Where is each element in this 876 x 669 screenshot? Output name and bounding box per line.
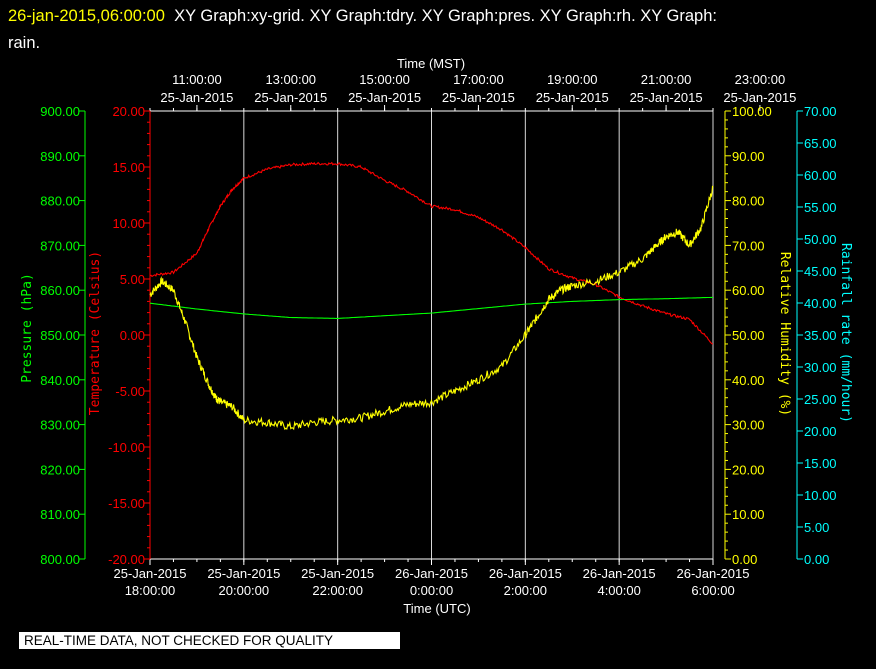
pressure-tick-label: 830.00: [40, 418, 80, 433]
rain-axis-label: Rainfall rate (mm/hour): [838, 243, 853, 423]
x-tick-label-bottom-date: 26-Jan-2015: [395, 566, 468, 581]
humidity-tick-label: 10.00: [732, 507, 765, 522]
pressure-tick-label: 860.00: [40, 283, 80, 298]
pressure-tick-label: 890.00: [40, 149, 80, 164]
quality-note: REAL-TIME DATA, NOT CHECKED FOR QUALITY: [19, 632, 400, 649]
chart-title: 26-jan-2015,06:00:00 XY Graph:xy-grid. X…: [8, 3, 868, 57]
x-tick-label-top-time: 19:00:00: [547, 72, 598, 87]
humidity-tick-label: 0.00: [732, 552, 757, 567]
humidity-series-line: [149, 185, 714, 431]
temperature-tick-label: 5.00: [120, 272, 145, 287]
x-tick-label-bottom-date: 26-Jan-2015: [677, 566, 750, 581]
temperature-axis-label: Temperature (Celsius): [88, 251, 103, 415]
rain-tick-label: 25.00: [804, 392, 837, 407]
temperature-tick-label: -15.00: [108, 496, 145, 511]
x-tick-label-top-time: 15:00:00: [359, 72, 410, 87]
rain-tick-label: 65.00: [804, 136, 837, 151]
pressure-tick-label: 870.00: [40, 238, 80, 253]
temperature-tick-label: -10.00: [108, 440, 145, 455]
x-tick-label-bottom-date: 25-Jan-2015: [114, 566, 187, 581]
top-axis-title: Time (MST): [397, 56, 465, 71]
temperature-tick-label: 15.00: [112, 160, 145, 175]
temperature-series-line: [149, 161, 714, 345]
humidity-tick-label: 80.00: [732, 194, 765, 209]
rain-tick-label: 45.00: [804, 264, 837, 279]
pressure-tick-label: 840.00: [40, 373, 80, 388]
humidity-tick-label: 40.00: [732, 373, 765, 388]
rain-tick-label: 30.00: [804, 360, 837, 375]
humidity-tick-label: 100.00: [732, 104, 772, 119]
graph-list: XY Graph:xy-grid. XY Graph:tdry. XY Grap…: [174, 7, 717, 25]
x-tick-label-bottom-date: 26-Jan-2015: [583, 566, 656, 581]
x-tick-label-top-date: 25-Jan-2015: [536, 90, 609, 105]
humidity-tick-label: 20.00: [732, 462, 765, 477]
pressure-tick-label: 880.00: [40, 194, 80, 209]
x-tick-label-bottom-time: 0:00:00: [410, 583, 453, 598]
rain-tick-label: 70.00: [804, 104, 837, 119]
temperature-tick-label: 20.00: [112, 104, 145, 119]
x-tick-label-top-time: 23:00:00: [735, 72, 786, 87]
humidity-tick-label: 60.00: [732, 283, 765, 298]
rain-tick-label: 55.00: [804, 200, 837, 215]
temperature-tick-label: -20.00: [108, 552, 145, 567]
rain-tick-label: 40.00: [804, 296, 837, 311]
x-tick-label-top-date: 25-Jan-2015: [723, 90, 796, 105]
x-tick-label-top-date: 25-Jan-2015: [630, 90, 703, 105]
humidity-tick-label: 90.00: [732, 149, 765, 164]
rain-tick-label: 35.00: [804, 328, 837, 343]
rain-tick-label: 15.00: [804, 456, 837, 471]
humidity-tick-label: 70.00: [732, 238, 765, 253]
x-tick-label-top-time: 17:00:00: [453, 72, 504, 87]
x-tick-label-bottom-date: 26-Jan-2015: [489, 566, 562, 581]
rain-tick-label: 60.00: [804, 168, 837, 183]
x-tick-label-top-date: 25-Jan-2015: [348, 90, 421, 105]
x-tick-label-bottom-time: 6:00:00: [691, 583, 734, 598]
x-tick-label-bottom-time: 4:00:00: [597, 583, 640, 598]
pressure-tick-label: 900.00: [40, 104, 80, 119]
pressure-tick-label: 850.00: [40, 328, 80, 343]
pressure-tick-label: 800.00: [40, 552, 80, 567]
x-tick-label-top-time: 21:00:00: [641, 72, 692, 87]
pressure-tick-label: 810.00: [40, 507, 80, 522]
x-tick-label-top-date: 25-Jan-2015: [442, 90, 515, 105]
rain-tick-label: 5.00: [804, 520, 829, 535]
rain-tick-label: 10.00: [804, 488, 837, 503]
pressure-tick-label: 820.00: [40, 462, 80, 477]
timestamp: 26-jan-2015,06:00:00: [8, 7, 165, 25]
rain-tick-label: 0.00: [804, 552, 829, 567]
bottom-axis-title: Time (UTC): [403, 601, 470, 616]
temperature-tick-label: 0.00: [120, 328, 145, 343]
x-tick-label-top-time: 13:00:00: [265, 72, 316, 87]
pressure-series-line: [149, 296, 713, 319]
x-tick-label-bottom-date: 25-Jan-2015: [207, 566, 280, 581]
rain-tick-label: 20.00: [804, 424, 837, 439]
x-tick-label-bottom-time: 20:00:00: [219, 583, 270, 598]
x-tick-label-top-date: 25-Jan-2015: [254, 90, 327, 105]
humidity-tick-label: 50.00: [732, 328, 765, 343]
x-tick-label-bottom-time: 22:00:00: [312, 583, 363, 598]
humidity-axis-label: Relative Humidity (%): [777, 252, 792, 416]
humidity-tick-label: 30.00: [732, 418, 765, 433]
x-tick-label-bottom-date: 25-Jan-2015: [301, 566, 374, 581]
pressure-axis-label: Pressure (hPa): [20, 273, 35, 383]
temperature-tick-label: 10.00: [112, 216, 145, 231]
x-tick-label-bottom-time: 18:00:00: [125, 583, 176, 598]
graph-list-cont: rain.: [8, 34, 41, 52]
x-tick-label-top-time: 11:00:00: [172, 72, 222, 87]
x-tick-label-bottom-time: 2:00:00: [504, 583, 547, 598]
x-tick-label-top-date: 25-Jan-2015: [160, 90, 233, 105]
rain-tick-label: 50.00: [804, 232, 837, 247]
temperature-tick-label: -5.00: [115, 384, 145, 399]
